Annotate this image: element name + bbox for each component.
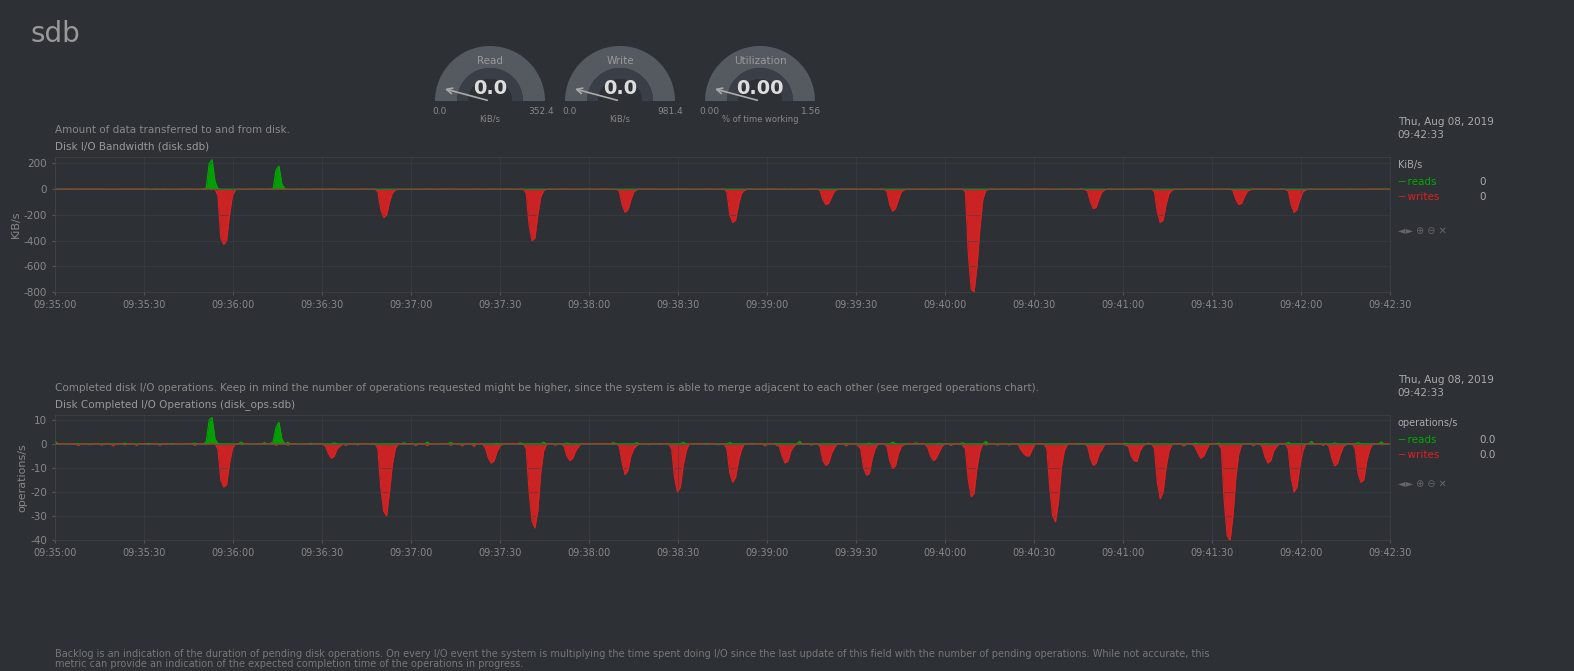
Text: 0.0: 0.0 xyxy=(433,107,447,116)
Text: sdb: sdb xyxy=(30,20,80,48)
Polygon shape xyxy=(456,68,523,101)
Text: 0.00: 0.00 xyxy=(699,107,719,116)
Text: ─ reads: ─ reads xyxy=(1398,435,1437,445)
Text: KiB/s: KiB/s xyxy=(609,115,631,124)
Text: Disk Completed I/O Operations (disk_ops.sdb): Disk Completed I/O Operations (disk_ops.… xyxy=(55,399,296,409)
Text: 981.4: 981.4 xyxy=(658,107,683,116)
Text: Amount of data transferred to and from disk.: Amount of data transferred to and from d… xyxy=(55,125,290,135)
Text: Disk I/O Bandwidth (disk.sdb): Disk I/O Bandwidth (disk.sdb) xyxy=(55,142,209,152)
Text: 1.56: 1.56 xyxy=(801,107,820,116)
Polygon shape xyxy=(434,46,545,101)
Text: Write: Write xyxy=(606,56,634,66)
Polygon shape xyxy=(598,79,642,101)
Text: 0.00: 0.00 xyxy=(737,79,784,99)
Y-axis label: KiB/s: KiB/s xyxy=(11,211,20,238)
Text: Utilization: Utilization xyxy=(733,56,787,66)
Polygon shape xyxy=(587,68,653,101)
Polygon shape xyxy=(705,46,815,101)
Polygon shape xyxy=(738,79,782,101)
Text: metric can provide an indication of the expected completion time of the operatio: metric can provide an indication of the … xyxy=(55,659,523,669)
Text: ─ writes: ─ writes xyxy=(1398,450,1439,460)
Text: 0.0: 0.0 xyxy=(1480,435,1497,445)
Text: operations/s: operations/s xyxy=(1398,418,1458,428)
Text: 352.4: 352.4 xyxy=(527,107,554,116)
Text: 0.0: 0.0 xyxy=(1480,450,1497,460)
Text: ─ reads: ─ reads xyxy=(1398,177,1437,187)
Text: 0.0: 0.0 xyxy=(472,79,507,99)
Y-axis label: operations/s: operations/s xyxy=(17,443,28,512)
Text: ◄► ⊕ ⊖ ✕: ◄► ⊕ ⊖ ✕ xyxy=(1398,479,1447,489)
Text: KiB/s: KiB/s xyxy=(1398,160,1423,170)
Text: Thu, Aug 08, 2019
09:42:33: Thu, Aug 08, 2019 09:42:33 xyxy=(1398,117,1494,140)
Text: Read: Read xyxy=(477,56,504,66)
Text: 0: 0 xyxy=(1480,177,1486,187)
Text: % of time working: % of time working xyxy=(722,115,798,124)
Text: Backlog is an indication of the duration of pending disk operations. On every I/: Backlog is an indication of the duration… xyxy=(55,649,1209,659)
Text: 0: 0 xyxy=(1480,192,1486,202)
Text: ◄► ⊕ ⊖ ✕: ◄► ⊕ ⊖ ✕ xyxy=(1398,226,1447,236)
Polygon shape xyxy=(565,46,675,101)
Text: Thu, Aug 08, 2019
09:42:33: Thu, Aug 08, 2019 09:42:33 xyxy=(1398,375,1494,398)
Text: Completed disk I/O operations. Keep in mind the number of operations requested m: Completed disk I/O operations. Keep in m… xyxy=(55,383,1039,393)
Text: 0.0: 0.0 xyxy=(562,107,576,116)
Polygon shape xyxy=(467,79,512,101)
Polygon shape xyxy=(727,68,793,101)
Text: 0.0: 0.0 xyxy=(603,79,637,99)
Text: ─ writes: ─ writes xyxy=(1398,192,1439,202)
Text: KiB/s: KiB/s xyxy=(480,115,501,124)
